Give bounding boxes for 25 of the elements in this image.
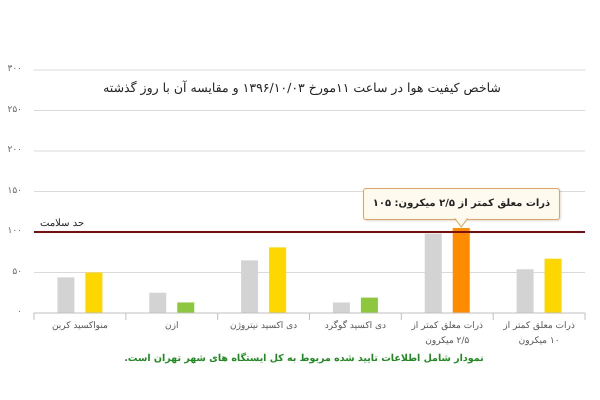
bar (332, 302, 350, 313)
y-tick-label: ۲۵۰ (6, 104, 22, 116)
x-tick-label: دی اکسید نیتروژن (228, 320, 298, 333)
x-tick-label: منواکسید کربن (50, 320, 109, 333)
bar (177, 302, 194, 313)
x-tick-label: ذرات معلق کمتر از ۲/۵ میکرون (410, 320, 484, 348)
bar (269, 247, 286, 313)
bar (149, 292, 166, 313)
y-tick-label: ۰ (16, 306, 22, 318)
y-tick-label: ۲۰۰ (6, 144, 22, 156)
bar (360, 298, 378, 313)
ref-line-label: حد سلامت (40, 218, 84, 230)
y-tick-label: ۵۰ (11, 266, 22, 278)
x-tick-label: ذرات معلق کمتر از ۱۰ میکرون (502, 320, 576, 348)
y-tick-label: ۳۰۰ (6, 63, 22, 75)
y-tick-label: ۱۵۰ (6, 184, 22, 196)
bar (57, 277, 74, 313)
bar (544, 258, 562, 313)
annotation: ذرات معلق کمتر از ۲/۵ میکرون: ۱۰۵ (362, 188, 560, 220)
text: نمودار شامل اطلاعات تایید شده مربوط به کل ایستگاه های شهر تهران است. (123, 352, 485, 366)
x-tick-label: ازن (164, 320, 180, 333)
bar (85, 272, 102, 313)
text: شاخص کیفیت هوا در ساعت ۱۱مورخ ۱۳۹۶/۱۰/۰۳ و مقایسه آن با روز گذشته (102, 79, 502, 96)
x-tick-label: دی اکسید گوگرد (324, 319, 388, 333)
y-tick-label: ۱۰۰ (6, 225, 22, 237)
